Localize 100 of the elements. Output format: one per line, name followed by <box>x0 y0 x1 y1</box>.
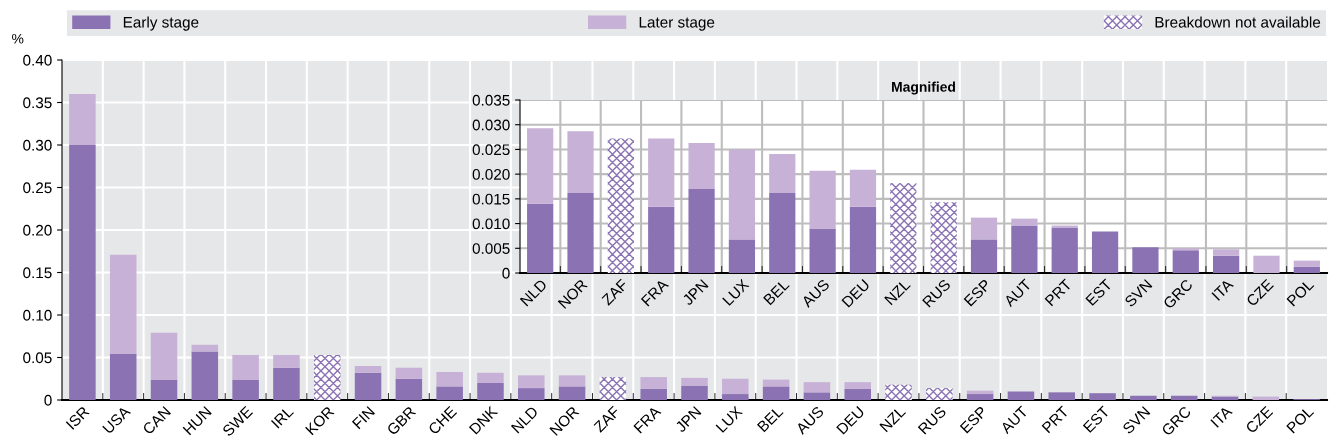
bar <box>803 392 831 400</box>
bar <box>803 382 831 393</box>
bar <box>809 170 836 229</box>
bar <box>1091 231 1119 273</box>
bar <box>518 375 545 389</box>
x-tick-label: NZL <box>879 405 906 433</box>
bar <box>518 388 545 400</box>
bar <box>477 383 504 400</box>
bar <box>681 377 708 386</box>
bar <box>150 379 178 400</box>
y-tick-label: 0.30 <box>23 139 52 151</box>
bar <box>1293 260 1320 267</box>
bar <box>1048 392 1076 400</box>
bar <box>1170 395 1198 400</box>
legend-label: Breakdown not available <box>1155 16 1321 28</box>
bar <box>844 382 871 389</box>
bar <box>728 239 756 273</box>
bar <box>354 366 382 373</box>
bar <box>191 351 219 400</box>
bar <box>395 367 423 379</box>
bar <box>722 378 749 395</box>
bar <box>1172 250 1199 273</box>
bar <box>970 239 998 273</box>
bar <box>762 386 790 400</box>
bar <box>313 354 341 400</box>
y-tick-label: 0.005 <box>472 243 510 254</box>
y-tick-label: 0.030 <box>472 119 510 131</box>
y-tick-label: 0.35 <box>23 97 52 109</box>
bar <box>436 386 463 400</box>
bar <box>607 138 634 273</box>
legend-label: Later stage <box>639 16 715 31</box>
bar <box>477 372 504 383</box>
bar <box>926 388 953 400</box>
x-tick-label: BEL <box>763 278 790 306</box>
bar <box>640 377 667 389</box>
bar <box>1130 395 1157 400</box>
chart-title: Magnified <box>892 81 955 95</box>
bar <box>527 128 554 204</box>
bar <box>1011 218 1038 226</box>
y-tick-label: 0.20 <box>23 224 52 236</box>
bar <box>527 203 554 273</box>
y-tick-label: 0.25 <box>23 182 52 194</box>
bar <box>648 206 675 273</box>
bar <box>69 145 96 400</box>
y-tick-label: 0.40 <box>23 54 52 66</box>
y-tick-label: 0.025 <box>472 144 510 156</box>
bar <box>890 183 917 273</box>
x-tick-label: FIN <box>351 406 375 430</box>
bar <box>688 188 715 273</box>
bar <box>567 131 594 193</box>
bar <box>191 344 219 352</box>
bar <box>648 138 675 207</box>
bar <box>1213 249 1240 256</box>
y-tick-label: 0 <box>44 394 52 406</box>
bar <box>109 354 137 400</box>
x-tick-label: IRL <box>271 405 294 429</box>
bar <box>640 388 667 400</box>
bar <box>930 202 957 273</box>
y-tick-label: 0.15 <box>23 267 52 279</box>
bar <box>970 217 998 240</box>
y-tick-label: 0.010 <box>472 218 510 230</box>
bar <box>109 254 137 355</box>
bar <box>558 375 586 387</box>
bar <box>232 379 259 400</box>
bar <box>69 94 96 145</box>
x-tick-label: NZL <box>884 278 911 306</box>
x-tick-label: USA <box>102 405 132 435</box>
bar <box>1213 255 1240 273</box>
bar <box>849 206 877 273</box>
bar <box>150 332 178 380</box>
bar <box>1051 227 1078 273</box>
y-tick-label: 0.035 <box>472 94 510 106</box>
y-tick-label: 0.020 <box>472 169 510 180</box>
bar <box>1007 391 1035 400</box>
bar <box>436 371 463 387</box>
bar <box>844 388 871 400</box>
bar <box>232 354 259 380</box>
bar <box>1253 255 1280 273</box>
bar <box>722 394 749 400</box>
y-axis-title: % <box>12 33 24 44</box>
bar <box>1293 266 1320 273</box>
bar <box>688 143 715 189</box>
bar <box>1011 225 1038 273</box>
x-tick-label: ITA <box>1210 405 1233 428</box>
bar <box>1089 393 1116 400</box>
y-tick-label: 0.10 <box>23 309 52 321</box>
bar <box>769 153 796 193</box>
bar <box>809 228 836 273</box>
y-tick-label: 0 <box>502 267 510 279</box>
bar <box>395 378 423 400</box>
x-tick-label: POL <box>1286 278 1315 307</box>
y-tick-label: 0.015 <box>472 193 510 205</box>
bar <box>354 372 382 400</box>
x-tick-label: POL <box>1286 405 1315 434</box>
bar <box>769 192 796 273</box>
bar <box>599 377 627 400</box>
bar <box>681 385 708 400</box>
x-tick-label: ITA <box>1211 278 1234 301</box>
bar <box>273 354 300 368</box>
bar <box>567 192 594 273</box>
